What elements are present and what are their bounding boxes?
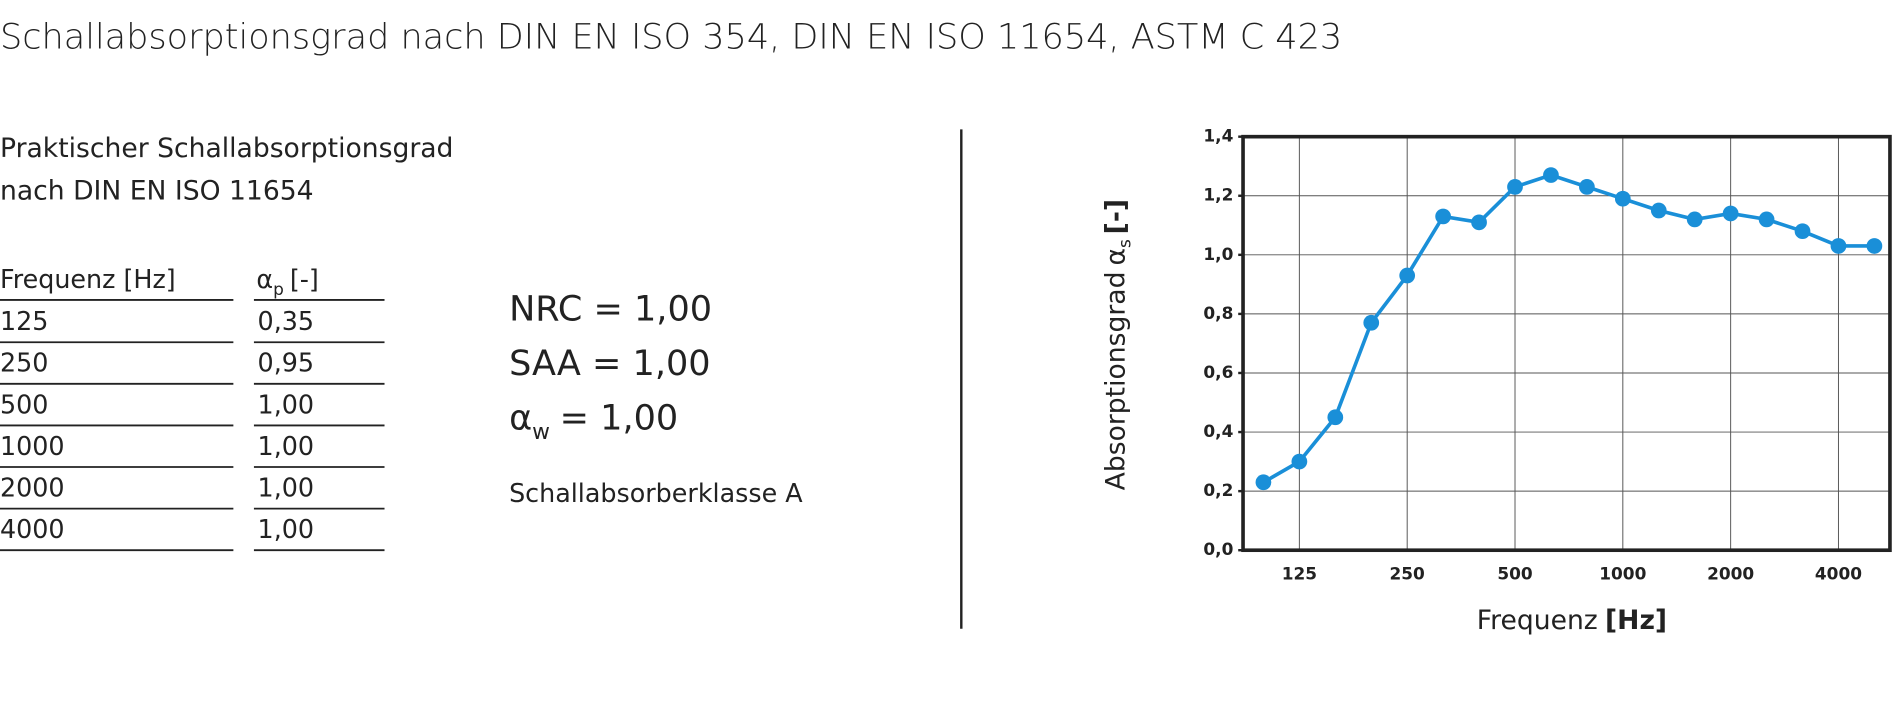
label: Frequenz xyxy=(1477,605,1598,636)
table-cell: 2000 xyxy=(0,473,65,503)
data-point xyxy=(1614,190,1631,207)
table-cell: 1,00 xyxy=(258,389,315,419)
class-label: Schallabsorberklasse A xyxy=(509,478,803,508)
data-point xyxy=(1255,474,1272,491)
x-tick-label: 4000 xyxy=(1815,563,1862,583)
symbol: α xyxy=(509,397,532,438)
data-point xyxy=(1435,208,1451,225)
x-tick-label: 1000 xyxy=(1599,563,1646,583)
value: = 1,00 xyxy=(560,397,679,438)
rating: αw = 1,00 xyxy=(509,397,678,445)
data-point xyxy=(1291,453,1308,470)
y-tick-label: 0,6 xyxy=(1203,362,1233,382)
data-point xyxy=(1794,223,1811,240)
plot: 0,0 0,2 0,4 0,6 0,8 1,0 1,2 1,4 125 250 500 1000 200… xyxy=(1203,126,1892,583)
table-cell: 1,00 xyxy=(258,473,315,503)
x-tick-label: 250 xyxy=(1390,563,1425,583)
table-body: 125 0,35 250 0,95 500 1,00 1000 1,00 2000 1,00 400… xyxy=(0,306,385,552)
data-point xyxy=(1327,409,1344,426)
unit: [-] xyxy=(290,264,319,294)
table-cell: 250 xyxy=(0,348,48,378)
rating: NRC = 1,00 xyxy=(509,288,712,329)
x-axis-label: Frequenz [Hz] xyxy=(1477,605,1667,636)
table-cell: 125 xyxy=(0,306,48,336)
table-cell: 0,95 xyxy=(258,348,315,378)
data-point xyxy=(1866,238,1883,254)
y-tick-label: 1,4 xyxy=(1203,126,1233,146)
y-tick-label: 0,4 xyxy=(1203,421,1233,441)
rating: SAA = 1,00 xyxy=(509,343,711,384)
data-point xyxy=(1722,205,1739,222)
data-point xyxy=(1507,179,1523,195)
y-tick-label: 0,8 xyxy=(1203,303,1233,323)
label: Absorptionsgrad xyxy=(1101,272,1132,491)
table-cell: 4000 xyxy=(0,514,65,544)
data-point xyxy=(1363,314,1380,331)
subscript: w xyxy=(532,420,550,445)
unit: [Hz] xyxy=(1605,605,1667,636)
data-point xyxy=(1650,202,1667,219)
data-point xyxy=(1399,267,1416,284)
subscript: p xyxy=(273,279,284,299)
x-tick-label: 2000 xyxy=(1707,563,1754,583)
table-cell: 1,00 xyxy=(258,431,315,461)
y-tick-label: 0,2 xyxy=(1203,480,1233,500)
page-title: Schallabsorptionsgrad nach DIN EN ISO 35… xyxy=(0,16,1342,57)
data-point xyxy=(1758,211,1775,228)
y-axis-label: Absorptionsgrad αs [-] xyxy=(1101,199,1135,490)
data-point xyxy=(1830,238,1847,254)
table-cell: 500 xyxy=(0,389,48,419)
y-tick-label: 1,2 xyxy=(1203,185,1233,205)
table-cell: 1,00 xyxy=(258,514,315,544)
x-tick-label: 125 xyxy=(1282,563,1317,583)
x-tick-label: 500 xyxy=(1497,563,1532,583)
table-cell: 1000 xyxy=(0,431,65,461)
section-title: Praktischer Schallabsorptionsgrad xyxy=(0,133,453,164)
data-point xyxy=(1686,211,1703,228)
data-point xyxy=(1543,167,1559,183)
symbol: α xyxy=(256,264,273,294)
subscript: s xyxy=(1115,239,1135,248)
section-title: nach DIN EN ISO 11654 xyxy=(0,176,314,207)
data-line xyxy=(1262,173,1875,484)
unit: [-] xyxy=(1101,199,1132,234)
data-point xyxy=(1579,179,1595,195)
y-tick-label: 1,0 xyxy=(1203,244,1233,264)
data-point xyxy=(1471,214,1487,231)
table-header: Frequenz [Hz] xyxy=(0,264,176,294)
y-tick-label: 0,0 xyxy=(1203,539,1233,559)
table-cell: 0,35 xyxy=(258,306,315,336)
table-header: αp [-] xyxy=(256,264,318,299)
symbol: α xyxy=(1101,248,1132,266)
plot-frame xyxy=(1241,134,1892,553)
